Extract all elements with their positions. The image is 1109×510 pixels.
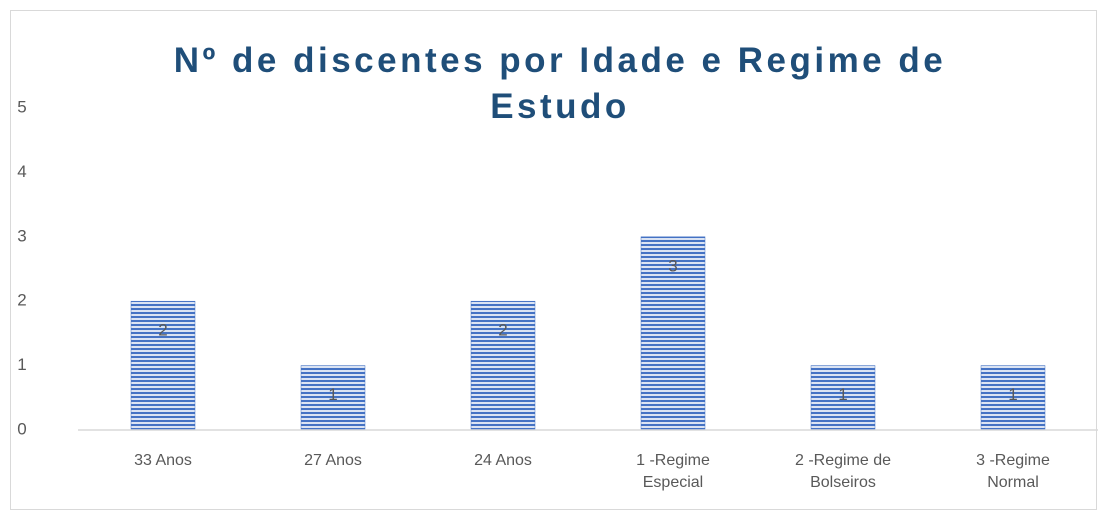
x-tick-label: 27 Anos <box>304 452 362 469</box>
data-label: 2 <box>498 321 507 340</box>
bar <box>300 365 366 431</box>
data-label: 1 <box>328 385 337 404</box>
y-tick-label: 0 <box>17 419 26 438</box>
y-tick-label: 1 <box>17 355 26 374</box>
x-tick-label: 24 Anos <box>474 452 532 469</box>
bar <box>470 300 536 431</box>
y-tick-label: 4 <box>17 162 26 181</box>
x-tick-label: 3 -Regime Normal <box>976 452 1050 491</box>
y-tick-label: 2 <box>17 291 26 310</box>
x-tick-label: 2 -Regime de Bolseiros <box>794 452 892 491</box>
bar <box>640 236 706 431</box>
data-label: 1 <box>1008 385 1017 404</box>
data-label: 3 <box>668 256 677 275</box>
y-tick-label: 3 <box>17 226 26 245</box>
bar <box>980 365 1046 431</box>
y-tick-label: 5 <box>17 97 26 116</box>
bar <box>130 300 196 431</box>
chart-title: Nº de discentes por Idade e Regime de Es… <box>173 41 947 126</box>
x-tick-label: 33 Anos <box>134 452 192 469</box>
x-tick-label: 1 -Regime Especial <box>636 452 710 491</box>
data-label: 1 <box>838 385 847 404</box>
data-label: 2 <box>158 321 167 340</box>
